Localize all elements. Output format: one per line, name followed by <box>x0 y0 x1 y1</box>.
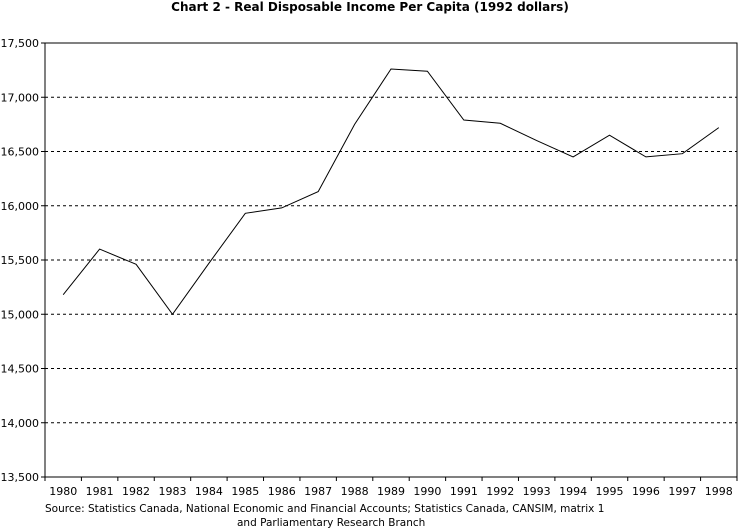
x-tick-label: 1991 <box>450 485 478 498</box>
x-tick-label: 1987 <box>304 485 332 498</box>
x-tick-label: 1993 <box>523 485 551 498</box>
data-point <box>353 123 356 126</box>
y-tick-label: 16,000 <box>1 200 40 213</box>
data-point <box>572 155 575 158</box>
y-tick-label: 14,500 <box>1 363 40 376</box>
x-tick-label: 1982 <box>122 485 150 498</box>
y-tick-label: 15,500 <box>1 254 40 267</box>
x-tick-label: 1981 <box>86 485 114 498</box>
y-tick-label: 17,000 <box>1 91 40 104</box>
data-point <box>98 248 101 251</box>
data-point <box>390 68 393 71</box>
x-tick-label: 1983 <box>158 485 186 498</box>
data-point <box>462 119 465 122</box>
x-axis-ticks: 1980 1981 1982 1983 1984 1985 1986 1987 1988 1989… <box>44 477 738 498</box>
plot-area <box>44 42 738 478</box>
data-points <box>62 68 721 316</box>
x-tick-label: 1998 <box>705 485 733 498</box>
y-tick-label: 14,000 <box>1 417 40 430</box>
gridlines <box>45 96 737 424</box>
x-tick-label: 1980 <box>49 485 77 498</box>
x-tick-label: 1997 <box>668 485 696 498</box>
y-tick-label: 15,000 <box>1 308 40 321</box>
data-point <box>535 139 538 142</box>
data-point <box>207 262 210 265</box>
x-tick-label: 1984 <box>195 485 223 498</box>
chart-title: Chart 2 - Real Disposable Income Per Cap… <box>171 0 569 14</box>
x-tick-label: 1990 <box>413 485 441 498</box>
x-tick-label: 1986 <box>268 485 296 498</box>
data-point <box>244 212 247 215</box>
x-tick-label: 1989 <box>377 485 405 498</box>
x-tick-label: 1994 <box>559 485 587 498</box>
y-tick-label: 13,500 <box>1 471 40 484</box>
data-point <box>62 293 65 296</box>
data-point <box>135 263 138 266</box>
data-point <box>171 313 174 316</box>
source-note-line-2: and Parliamentary Research Branch <box>237 517 425 529</box>
y-tick-label: 16,500 <box>1 146 40 159</box>
data-point <box>280 206 283 209</box>
y-tick-label: 17,500 <box>1 37 40 50</box>
data-point <box>717 126 720 129</box>
data-point <box>681 152 684 155</box>
series-line <box>62 68 720 316</box>
data-point <box>644 155 647 158</box>
data-point <box>317 190 320 193</box>
x-tick-label: 1992 <box>486 485 514 498</box>
y-axis-ticks: 13,500 14,000 14,500 15,000 15,500 16,000 16,5… <box>1 37 45 484</box>
data-point <box>426 70 429 73</box>
data-point <box>499 122 502 125</box>
x-tick-label: 1995 <box>596 485 624 498</box>
source-note-line-1: Source: Statistics Canada, National Econ… <box>45 503 604 515</box>
x-tick-label: 1985 <box>231 485 259 498</box>
x-tick-label: 1996 <box>632 485 660 498</box>
x-tick-label: 1988 <box>341 485 369 498</box>
data-point <box>608 134 611 137</box>
